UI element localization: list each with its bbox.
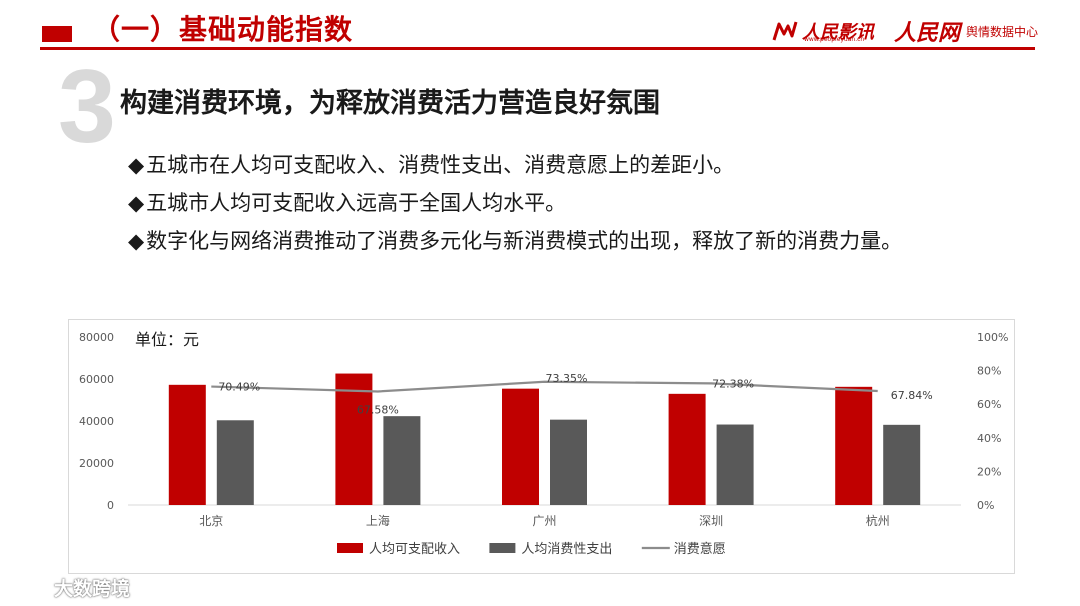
- legend-label: 人均消费性支出: [521, 542, 612, 557]
- bar-income: [335, 373, 373, 505]
- watermark-text: 大数跨境: [54, 578, 131, 600]
- bar-expense: [216, 420, 254, 505]
- bar-income: [835, 386, 873, 505]
- y-tick-label: 80000: [79, 331, 114, 344]
- x-tick-label: 上海: [366, 513, 390, 528]
- x-tick-label: 广州: [532, 514, 556, 528]
- bullet-text: 数字化与网络消费推动了消费多元化与新消费模式的出现，释放了新的消费力量。: [146, 229, 903, 253]
- x-tick-label: 杭州: [866, 513, 890, 528]
- bullet-item: ◆五城市在人均可支配收入、消费性支出、消费意愿上的差距小。: [128, 146, 902, 184]
- line-data-label: 72.38%: [712, 377, 754, 390]
- line-data-label: 70.49%: [218, 381, 260, 394]
- line-data-label: 67.84%: [891, 389, 933, 402]
- bar-expense: [883, 424, 921, 505]
- section-number: 3: [58, 49, 116, 165]
- line-data-label: 73.35%: [546, 372, 588, 385]
- diamond-icon: ◆: [128, 191, 145, 215]
- chart-container: 0 20000 40000 60000 80000 0% 20% 40% 60% 80% 100% 北…: [68, 319, 1015, 574]
- y2-tick-label: 40%: [977, 432, 1001, 445]
- watermark-logo-icon: [10, 579, 47, 596]
- y2-tick-label: 100%: [977, 331, 1008, 344]
- bullet-text: 五城市在人均可支配收入、消费性支出、消费意愿上的差距小。: [146, 153, 735, 177]
- chart-unit-label: 单位：元: [135, 330, 200, 349]
- header-title: （一）基础动能指数: [92, 13, 354, 46]
- y-tick-label: 40000: [79, 415, 114, 428]
- diamond-icon: ◆: [128, 153, 145, 177]
- bar-income: [168, 384, 206, 505]
- bullet-item: ◆五城市人均可支配收入远高于全国人均水平。: [128, 184, 902, 222]
- x-tick-label: 北京: [199, 514, 223, 528]
- bar-income: [502, 388, 539, 505]
- legend-swatch: [337, 543, 363, 553]
- legend-label: 消费意愿: [674, 541, 726, 557]
- bar-expense: [550, 419, 587, 505]
- logo-main-text: 人民影讯: [801, 22, 874, 43]
- x-tick-label: 深圳: [699, 514, 723, 528]
- logo-area: 人民影讯 www.peopleyuan.cn 人民网 舆情数据中心: [772, 18, 1038, 46]
- logo-second-text: 人民网: [893, 20, 960, 46]
- y2-tick-label: 0%: [977, 499, 994, 512]
- legend-label: 人均可支配收入: [369, 542, 460, 557]
- legend-swatch: [489, 543, 516, 553]
- bar-expense: [716, 424, 754, 505]
- line-data-label: 67.58%: [357, 403, 399, 416]
- y2-tick-label: 20%: [977, 465, 1001, 478]
- watermark: 大数跨境: [8, 574, 130, 601]
- bullet-text: 五城市人均可支配收入远高于全国人均水平。: [146, 191, 567, 215]
- y-tick-label: 0: [107, 499, 114, 512]
- people-logo-icon: [772, 21, 798, 41]
- y2-tick-label: 60%: [977, 398, 1001, 411]
- header-divider: [40, 47, 1035, 50]
- bar-income: [668, 393, 706, 505]
- y2-tick-label: 80%: [977, 365, 1001, 378]
- y-tick-label: 20000: [79, 457, 114, 470]
- header-accent-square: [42, 26, 72, 42]
- people-logo: 人民影讯 www.peopleyuan.cn: [772, 18, 874, 44]
- section-title: 构建消费环境，为释放消费活力营造良好氛围: [120, 88, 660, 119]
- bullet-list: ◆五城市在人均可支配收入、消费性支出、消费意愿上的差距小。 ◆五城市人均可支配收…: [128, 146, 902, 260]
- bullet-item: ◆数字化与网络消费推动了消费多元化与新消费模式的出现，释放了新的消费力量。: [128, 222, 902, 260]
- logo-center-text: 舆情数据中心: [965, 24, 1038, 39]
- diamond-icon: ◆: [128, 229, 145, 253]
- consumption-willingness-line: [211, 380, 878, 393]
- bar-expense: [383, 416, 421, 505]
- chart-svg: 0 20000 40000 60000 80000 0% 20% 40% 60% 80% 100% 北…: [79, 331, 1008, 557]
- y-tick-label: 60000: [79, 373, 114, 386]
- logo-url-text: www.peopleyuan.cn: [803, 36, 865, 43]
